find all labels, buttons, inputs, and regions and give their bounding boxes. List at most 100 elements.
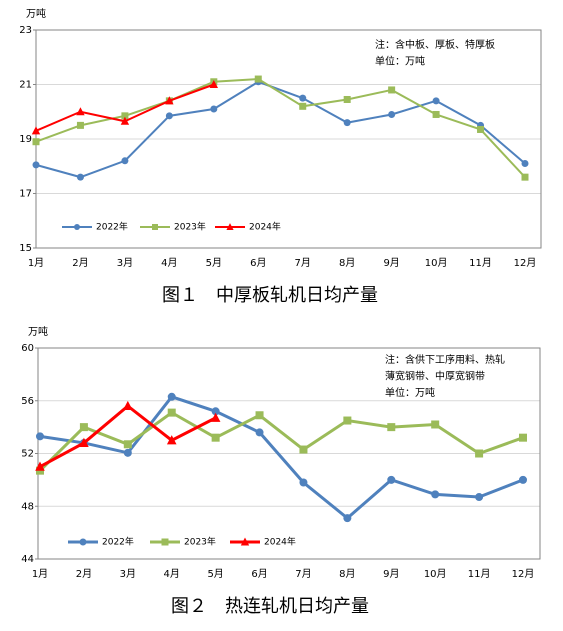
marker (31, 126, 41, 135)
marker (388, 86, 396, 94)
marker (76, 121, 84, 129)
marker (343, 95, 351, 103)
x-tick-label: 5月 (206, 257, 222, 269)
y-axis-label: 万吨 (28, 325, 48, 338)
series-line (38, 410, 524, 472)
legend-label: 2022年 (96, 221, 128, 233)
y-tick-label: 17 (19, 189, 32, 200)
marker (121, 112, 129, 120)
x-tick-label: 4月 (161, 257, 177, 269)
legend-label: 2022年 (102, 536, 134, 548)
marker (343, 416, 352, 425)
marker (343, 514, 352, 523)
x-tick-label: 12月 (514, 257, 537, 269)
marker (35, 461, 45, 471)
marker (166, 435, 177, 445)
marker (123, 440, 132, 449)
y-axis-label: 万吨 (26, 7, 46, 20)
marker (211, 433, 220, 442)
y-tick-label: 44 (21, 554, 34, 565)
caption: 图２ 热连轧机日均产量 (171, 596, 369, 617)
marker (343, 119, 351, 127)
marker (432, 97, 440, 105)
y-tick-label: 21 (19, 80, 32, 91)
marker (475, 493, 484, 502)
marker (32, 161, 40, 169)
marker (210, 412, 221, 422)
x-tick-label: 9月 (383, 568, 399, 580)
x-tick-label: 5月 (207, 568, 223, 580)
marker (299, 102, 307, 110)
marker (36, 432, 44, 441)
marker (123, 400, 133, 411)
marker (74, 224, 80, 230)
marker (79, 437, 89, 447)
x-tick-label: 1月 (32, 568, 48, 580)
marker (255, 428, 264, 437)
x-tick-label: 11月 (468, 568, 491, 580)
note: 注：含供下工序用料、热轧 (385, 353, 505, 366)
marker (432, 110, 440, 118)
marker (387, 475, 396, 484)
x-tick-label: 9月 (383, 257, 399, 269)
note: 单位：万吨 (375, 55, 425, 68)
x-tick-label: 10月 (425, 257, 448, 269)
x-tick-label: 10月 (424, 568, 447, 580)
marker (167, 408, 176, 417)
marker (254, 75, 262, 83)
marker (519, 475, 527, 484)
marker (123, 448, 132, 457)
x-tick-label: 4月 (164, 568, 180, 580)
x-tick-label: 7月 (295, 257, 311, 269)
marker (167, 392, 176, 401)
caption: 图１ 中厚板轧机日均产量 (162, 285, 378, 306)
plot-frame (37, 347, 541, 560)
marker (209, 79, 219, 88)
series-line (35, 78, 526, 178)
y-tick-label: 52 (21, 449, 34, 460)
marker (519, 433, 527, 442)
marker (388, 110, 396, 118)
x-tick-label: 2月 (72, 257, 88, 269)
legend-label: 2023年 (174, 221, 206, 233)
y-tick-label: 56 (21, 396, 34, 407)
marker (226, 223, 234, 230)
x-tick-label: 3月 (120, 568, 136, 580)
legend-label: 2024年 (249, 221, 281, 233)
series-line (39, 395, 524, 521)
note: 单位：万吨 (385, 386, 435, 399)
marker (255, 411, 264, 420)
y-tick-label: 23 (19, 25, 32, 36)
x-tick-label: 1月 (28, 257, 44, 269)
marker (120, 116, 130, 125)
marker (521, 160, 529, 168)
marker (299, 478, 308, 487)
marker (32, 138, 40, 146)
marker (299, 94, 307, 102)
marker (152, 224, 158, 230)
series-line (39, 404, 217, 469)
marker (431, 490, 440, 499)
legend-label: 2023年 (184, 536, 216, 548)
series-line (35, 80, 526, 179)
marker (121, 157, 129, 165)
y-tick-label: 60 (21, 343, 34, 354)
marker (165, 112, 173, 120)
x-tick-label: 6月 (250, 257, 266, 269)
x-tick-label: 6月 (251, 568, 267, 580)
marker (210, 105, 218, 113)
y-tick-label: 19 (19, 134, 32, 145)
x-tick-label: 8月 (339, 568, 355, 580)
x-tick-label: 7月 (295, 568, 311, 580)
marker (431, 420, 440, 429)
x-tick-label: 11月 (469, 257, 492, 269)
marker (240, 537, 250, 546)
x-tick-label: 2月 (76, 568, 92, 580)
marker (165, 96, 174, 105)
legend-label: 2024年 (264, 536, 296, 548)
marker (477, 125, 485, 133)
marker (475, 449, 484, 458)
note: 薄宽钢带、中厚宽钢带 (385, 370, 485, 383)
marker (161, 538, 169, 546)
